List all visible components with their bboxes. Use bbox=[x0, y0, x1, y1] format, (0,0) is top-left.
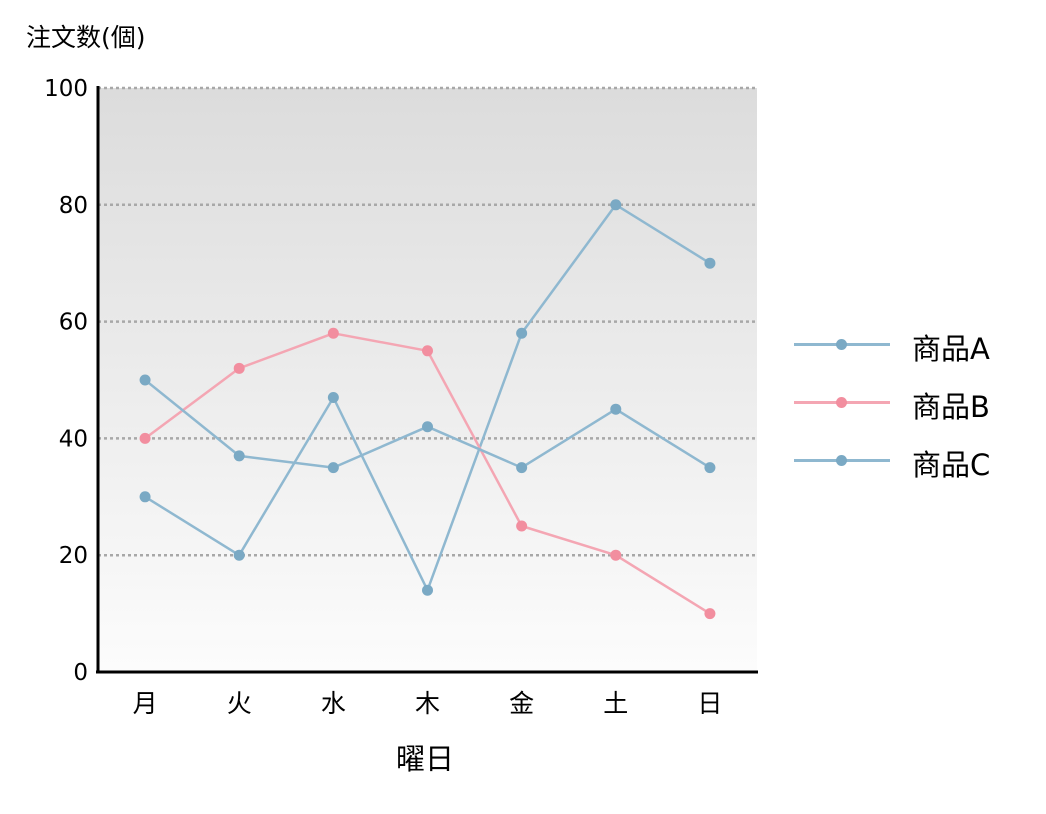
data-point bbox=[139, 491, 151, 503]
y-tick-label: 0 bbox=[73, 660, 88, 686]
axes bbox=[96, 86, 758, 674]
data-point bbox=[422, 345, 433, 357]
data-point bbox=[422, 421, 433, 433]
plot-background bbox=[98, 88, 757, 672]
data-point bbox=[516, 462, 528, 474]
data-point bbox=[516, 327, 528, 339]
y-tick-label: 100 bbox=[44, 76, 88, 102]
legend-item-a: 商品A bbox=[794, 322, 1034, 380]
legend-label-c: 商品C bbox=[912, 448, 991, 482]
series-b bbox=[139, 327, 716, 620]
y-tick-label: 40 bbox=[59, 426, 88, 452]
series-a bbox=[139, 199, 716, 596]
tick-labels: 0 20 40 60 80 100 月 火 水 木 金 土 日 bbox=[44, 76, 722, 718]
data-point bbox=[139, 432, 151, 444]
data-point bbox=[610, 403, 622, 415]
x-tick-label: 火 bbox=[227, 689, 252, 718]
x-tick-label: 月 bbox=[133, 689, 158, 718]
y-axis-title: 注文数(個) bbox=[26, 23, 146, 52]
data-point bbox=[704, 257, 716, 269]
data-point bbox=[233, 362, 245, 374]
data-point bbox=[139, 374, 151, 386]
legend-label-a: 商品A bbox=[912, 332, 990, 366]
x-tick-label: 土 bbox=[603, 689, 628, 718]
data-point bbox=[327, 462, 339, 474]
legend-item-c: 商品C bbox=[794, 438, 1034, 496]
data-point bbox=[327, 392, 339, 404]
legend-marker-a bbox=[836, 339, 847, 350]
legend-marker-b bbox=[836, 397, 847, 408]
series-layer bbox=[139, 199, 716, 620]
legend-label-b: 商品B bbox=[912, 390, 990, 424]
y-tick-label: 60 bbox=[59, 310, 88, 336]
legend-marker-c bbox=[836, 455, 847, 466]
x-tick-label: 日 bbox=[697, 689, 722, 718]
y-tick-label: 20 bbox=[59, 543, 88, 569]
x-tick-label: 水 bbox=[321, 689, 346, 718]
data-point bbox=[233, 450, 245, 462]
x-tick-label: 金 bbox=[509, 689, 534, 718]
data-point bbox=[704, 608, 716, 620]
data-point bbox=[327, 327, 339, 339]
legend: 商品A 商品B 商品C bbox=[794, 322, 1034, 496]
data-point bbox=[610, 199, 622, 211]
data-point bbox=[610, 549, 622, 561]
x-tick-label: 木 bbox=[415, 689, 440, 718]
data-point bbox=[516, 520, 528, 532]
grid-lines bbox=[98, 86, 757, 557]
series-c bbox=[139, 374, 716, 474]
legend-item-b: 商品B bbox=[794, 380, 1034, 438]
data-point bbox=[704, 462, 716, 474]
data-point bbox=[422, 584, 433, 596]
y-tick-label: 80 bbox=[59, 193, 88, 219]
x-axis-title: 曜日 bbox=[396, 742, 455, 776]
data-point bbox=[233, 549, 245, 561]
